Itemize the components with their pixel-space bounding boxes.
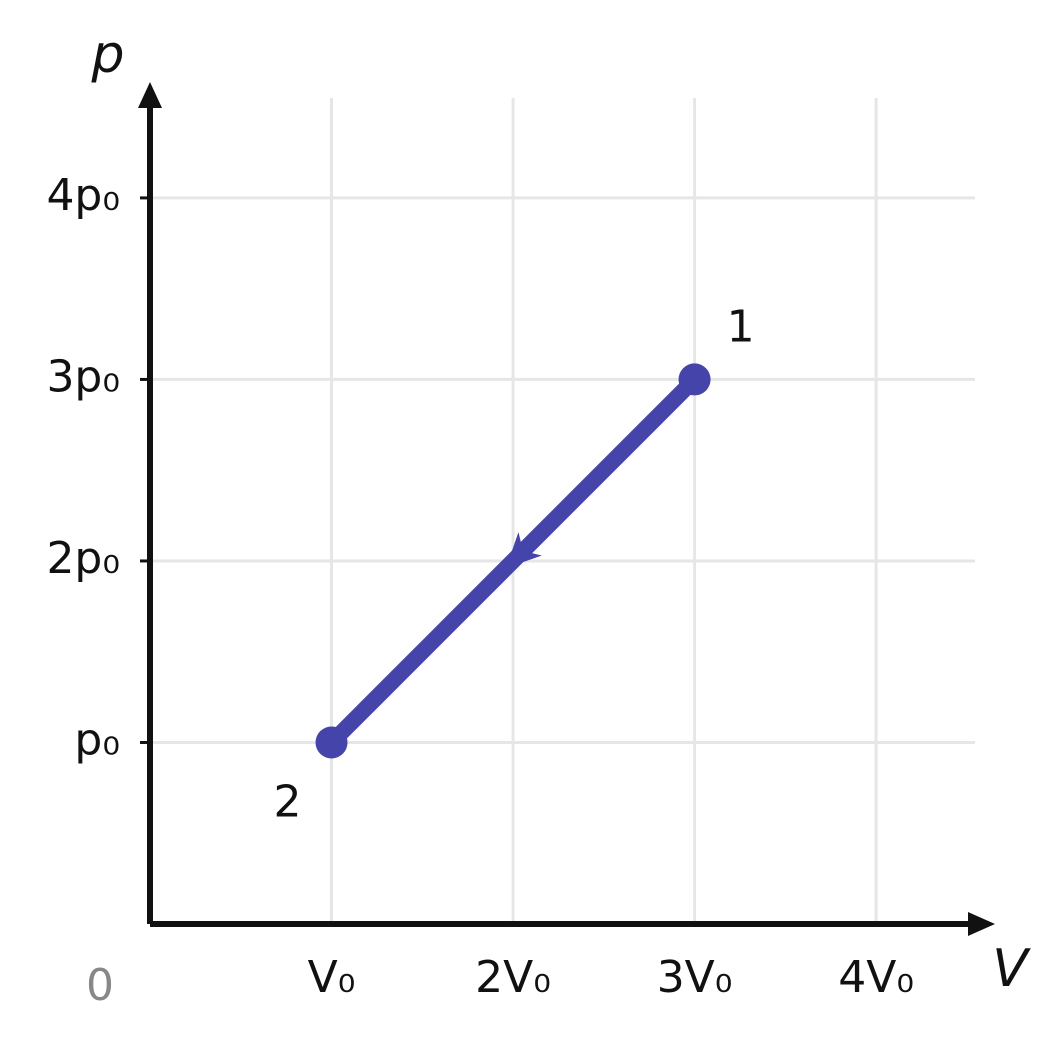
x-tick-label: V₀	[308, 952, 356, 1003]
y-tick-label: 3p₀	[46, 351, 120, 402]
x-tick-label: 3V₀	[657, 952, 733, 1003]
x-axis-arrow	[968, 912, 995, 936]
direction-arrow	[505, 532, 542, 569]
state-point	[315, 726, 348, 759]
y-tick-label: 2p₀	[46, 533, 120, 584]
y-tick-label: 4p₀	[46, 170, 120, 221]
x-tick-label: 4V₀	[838, 952, 914, 1003]
x-axis-label: V	[992, 939, 1031, 999]
y-axis-label: p	[90, 25, 124, 85]
point-label: 1	[727, 301, 755, 352]
y-axis-arrow	[138, 82, 162, 108]
state-point	[678, 363, 711, 396]
point-label: 2	[274, 776, 302, 827]
origin-label: 0	[86, 960, 114, 1011]
x-tick-label: 2V₀	[475, 952, 551, 1003]
y-tick-label: p₀	[74, 714, 120, 765]
